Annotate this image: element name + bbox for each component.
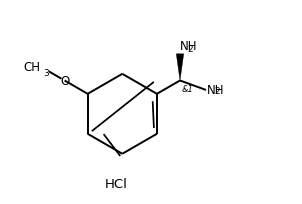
Text: HCl: HCl — [105, 177, 127, 190]
Text: 2: 2 — [188, 45, 193, 54]
Text: NH: NH — [180, 40, 198, 53]
Text: O: O — [60, 75, 69, 88]
Text: NH: NH — [207, 83, 224, 96]
Polygon shape — [176, 55, 184, 81]
Text: 3: 3 — [43, 69, 49, 78]
Text: CH: CH — [24, 60, 40, 73]
Text: &1: &1 — [182, 85, 194, 94]
Text: 2: 2 — [214, 86, 220, 95]
